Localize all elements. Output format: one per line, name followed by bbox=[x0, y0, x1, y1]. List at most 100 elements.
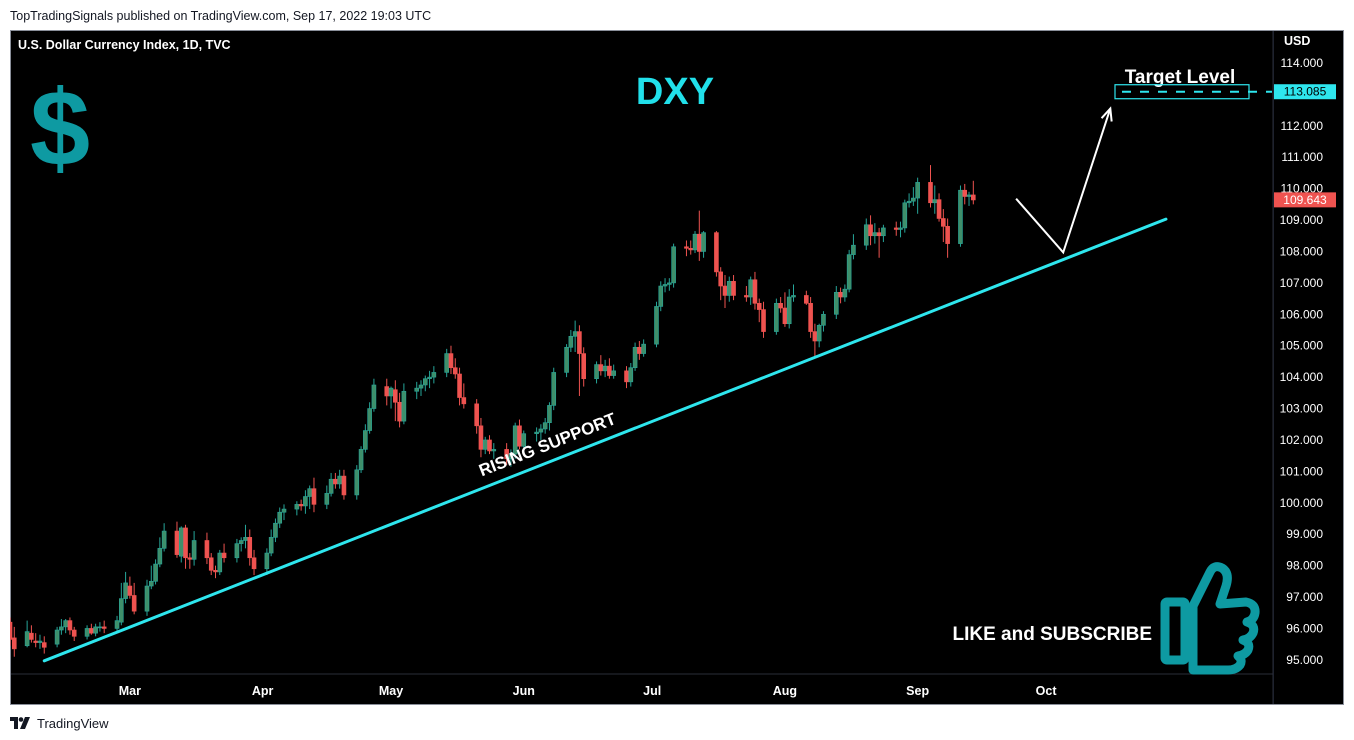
candle-up bbox=[658, 281, 664, 312]
candle-body bbox=[273, 522, 278, 538]
candle-body bbox=[59, 626, 64, 631]
candle-body bbox=[962, 189, 968, 197]
publisher-line: TopTradingSignals published on TradingVi… bbox=[10, 9, 432, 23]
candle-up bbox=[148, 565, 154, 590]
candle-up bbox=[508, 449, 514, 467]
candle-body bbox=[945, 226, 950, 244]
candle-down bbox=[761, 301, 766, 338]
candle-up bbox=[632, 342, 638, 371]
candle-body bbox=[119, 598, 124, 623]
candle-up bbox=[641, 339, 646, 357]
candle-body bbox=[71, 629, 77, 637]
candle-down bbox=[808, 297, 813, 338]
candle-body bbox=[114, 620, 120, 629]
candle-body bbox=[517, 425, 522, 447]
candle-down bbox=[718, 267, 724, 301]
candle-down bbox=[487, 435, 492, 455]
candle-down bbox=[868, 215, 873, 246]
candle-body bbox=[641, 343, 646, 354]
y-tick-label: 100.000 bbox=[1280, 496, 1324, 510]
candle-up bbox=[834, 286, 839, 320]
target-level-title: Target Level bbox=[1125, 67, 1236, 88]
y-tick-label: 104.000 bbox=[1280, 370, 1324, 384]
candle-body bbox=[911, 197, 916, 202]
candle-body bbox=[564, 346, 569, 373]
candle-down bbox=[29, 625, 34, 643]
candle-body bbox=[41, 642, 47, 648]
candle-body bbox=[547, 405, 552, 423]
candle-up bbox=[157, 537, 163, 568]
candle-body bbox=[101, 626, 107, 629]
candle-body bbox=[898, 227, 903, 230]
y-tick-label: 101.000 bbox=[1280, 464, 1324, 478]
candle-body bbox=[307, 488, 312, 497]
dxy-title: DXY bbox=[636, 71, 714, 113]
y-tick-label: 96.000 bbox=[1286, 621, 1323, 635]
candle-body bbox=[906, 200, 912, 204]
candle-body bbox=[684, 246, 689, 249]
candle-body bbox=[786, 296, 792, 325]
candle-body bbox=[427, 376, 432, 380]
candle-up bbox=[277, 507, 283, 528]
candle-body bbox=[461, 397, 467, 405]
candle-up bbox=[281, 504, 287, 521]
candle-body bbox=[568, 335, 574, 348]
candle-down bbox=[936, 193, 942, 222]
candle-body bbox=[637, 346, 642, 354]
last-price-tag: 109.643 bbox=[1274, 192, 1336, 208]
candle-body bbox=[928, 182, 933, 204]
candle-body bbox=[726, 281, 732, 296]
candle-down bbox=[127, 576, 133, 599]
candle-up bbox=[217, 549, 223, 576]
candle-down bbox=[804, 290, 809, 305]
candle-up bbox=[538, 424, 544, 440]
candle-body bbox=[482, 439, 488, 450]
candle-up bbox=[294, 501, 300, 516]
candle-body bbox=[217, 552, 223, 573]
candle-down bbox=[928, 165, 933, 208]
candle-body bbox=[221, 552, 227, 559]
candle-body bbox=[893, 227, 899, 230]
candle-up bbox=[414, 381, 420, 400]
candle-body bbox=[876, 232, 882, 237]
candle-body bbox=[744, 295, 749, 298]
candle-body bbox=[131, 595, 137, 612]
candle-up bbox=[906, 193, 912, 208]
candle-up bbox=[521, 430, 527, 453]
candle-down bbox=[457, 367, 462, 406]
candle-body bbox=[431, 372, 437, 378]
candle-down bbox=[778, 297, 783, 313]
candle-body bbox=[337, 475, 342, 485]
candle-body bbox=[144, 585, 150, 612]
candle-down bbox=[478, 417, 484, 458]
candle-up bbox=[816, 323, 822, 348]
candle-body bbox=[782, 307, 788, 325]
candle-body bbox=[311, 488, 317, 505]
candle-up bbox=[671, 243, 676, 288]
candle-body bbox=[774, 303, 779, 332]
candle-body bbox=[838, 292, 843, 298]
candle-up bbox=[358, 446, 364, 473]
candle-body bbox=[936, 199, 942, 219]
candle-up bbox=[774, 298, 779, 335]
candle-body bbox=[966, 194, 972, 197]
candle-body bbox=[692, 233, 698, 251]
plot-area bbox=[10, 30, 1273, 705]
svg-text:113.085: 113.085 bbox=[1284, 85, 1327, 99]
candle-up bbox=[902, 199, 908, 233]
candle-up bbox=[119, 582, 124, 626]
candle-body bbox=[10, 621, 13, 640]
price-chart[interactable]: U.S. Dollar Currency Index, 1D, TVC USD … bbox=[10, 30, 1344, 705]
candle-body bbox=[371, 384, 377, 409]
candle-body bbox=[842, 288, 848, 298]
candle-down bbox=[221, 543, 227, 563]
candle-body bbox=[324, 493, 330, 505]
candle-body bbox=[294, 504, 300, 510]
x-axis-ticks: Mar Apr May Jun Jul Aug Sep Oct bbox=[119, 684, 1058, 698]
candle-down bbox=[941, 209, 946, 243]
candle-up bbox=[542, 417, 548, 434]
candle-up bbox=[564, 344, 569, 378]
y-tick-label: 111.000 bbox=[1281, 150, 1323, 164]
candle-body bbox=[67, 620, 73, 631]
candle-body bbox=[598, 364, 604, 372]
